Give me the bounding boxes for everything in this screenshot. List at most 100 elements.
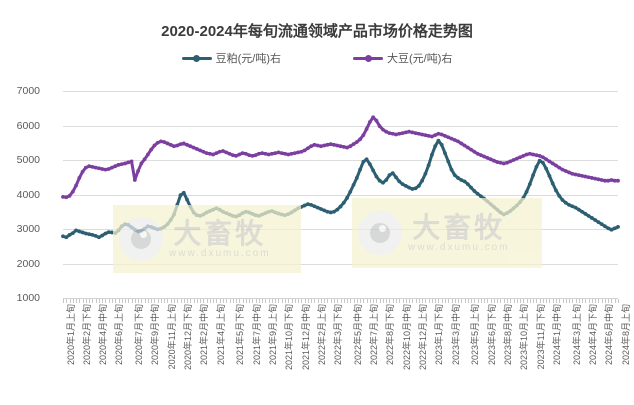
data-point <box>567 170 571 175</box>
data-point <box>332 142 336 147</box>
data-point <box>524 152 529 157</box>
data-point <box>292 208 297 213</box>
x-tick-label: 2021年7月中旬 <box>251 304 262 366</box>
data-point <box>119 224 124 229</box>
data-point <box>358 137 362 142</box>
y-tick-label: 7000 <box>16 85 40 97</box>
x-tick <box>203 299 205 303</box>
data-point <box>162 225 167 229</box>
x-tick <box>441 299 443 303</box>
data-point <box>256 213 261 218</box>
data-point <box>367 120 372 124</box>
data-point <box>90 232 95 237</box>
x-axis-ticks <box>63 299 619 311</box>
data-point <box>155 140 160 145</box>
data-point <box>208 151 212 156</box>
data-point <box>554 163 558 168</box>
legend-item-doupo[interactable]: 豆粕(元/吨)右 <box>181 50 281 66</box>
x-tick <box>337 299 339 303</box>
data-point <box>305 202 310 207</box>
x-tick <box>497 299 499 303</box>
x-tick <box>500 299 502 303</box>
x-tick <box>360 299 362 303</box>
series-lines <box>61 115 620 240</box>
data-point <box>541 160 545 165</box>
data-point <box>152 143 157 148</box>
x-tick-label: 2023年8月中旬 <box>502 304 513 366</box>
data-point <box>188 204 193 209</box>
data-point <box>103 167 108 172</box>
x-tick <box>366 299 368 303</box>
x-tick <box>271 299 273 303</box>
data-point <box>443 151 447 155</box>
x-tick <box>311 299 313 303</box>
data-point <box>534 165 539 169</box>
x-tick <box>415 299 417 303</box>
x-tick-label: 2024年8月上旬 <box>620 304 631 366</box>
data-point <box>462 143 467 148</box>
x-tick <box>76 299 78 303</box>
data-point <box>374 174 379 179</box>
data-point <box>371 115 376 120</box>
data-point <box>211 207 216 212</box>
data-point <box>188 144 193 149</box>
data-point <box>348 144 353 149</box>
x-tick <box>278 299 280 303</box>
data-point <box>374 118 379 123</box>
data-point <box>527 182 532 187</box>
x-tick <box>187 299 189 303</box>
x-tick <box>151 299 153 303</box>
data-point <box>198 213 203 218</box>
data-point <box>126 160 131 165</box>
data-point <box>283 213 287 218</box>
data-point <box>514 156 519 161</box>
data-point <box>335 207 340 212</box>
x-tick <box>438 299 440 303</box>
x-tick-label: 2020年6月上旬 <box>114 304 125 366</box>
data-point <box>165 141 170 146</box>
x-tick <box>477 299 479 303</box>
x-tick-label: 2020年1月上旬 <box>65 304 76 366</box>
x-tick <box>226 299 228 303</box>
data-point <box>394 175 398 180</box>
data-point <box>390 131 395 136</box>
x-tick-label: 2022年5月中旬 <box>352 304 363 366</box>
data-point <box>260 212 265 217</box>
data-point <box>609 178 614 182</box>
data-point <box>589 216 594 220</box>
x-tick-label: 2022年2月上旬 <box>316 304 327 366</box>
x-tick <box>604 299 606 303</box>
x-tick <box>461 299 463 303</box>
x-tick <box>418 299 420 303</box>
legend-item-dadou[interactable]: 大豆(元/吨)右 <box>353 50 452 66</box>
data-point <box>482 154 487 159</box>
x-tick <box>539 299 541 303</box>
data-point <box>266 209 271 214</box>
data-point <box>420 132 425 137</box>
x-tick-label: 2021年2月中旬 <box>199 304 210 366</box>
data-point <box>302 148 307 153</box>
data-point <box>570 204 575 209</box>
data-point <box>576 173 581 178</box>
data-point <box>253 153 258 158</box>
y-tick-label: 2000 <box>16 257 40 270</box>
data-point <box>443 133 447 138</box>
data-point <box>478 153 483 158</box>
data-point <box>563 200 568 205</box>
data-point <box>132 227 137 232</box>
data-point <box>299 149 304 154</box>
data-point <box>599 222 604 227</box>
data-point <box>328 142 333 147</box>
data-point <box>358 167 362 172</box>
data-point <box>433 144 438 149</box>
data-point <box>492 158 496 163</box>
x-tick <box>170 299 172 303</box>
x-tick <box>239 299 241 303</box>
data-point <box>80 169 85 174</box>
data-point <box>364 157 369 162</box>
x-tick <box>327 299 329 303</box>
x-tick <box>588 299 590 303</box>
data-point <box>407 185 411 190</box>
data-point <box>152 226 157 231</box>
